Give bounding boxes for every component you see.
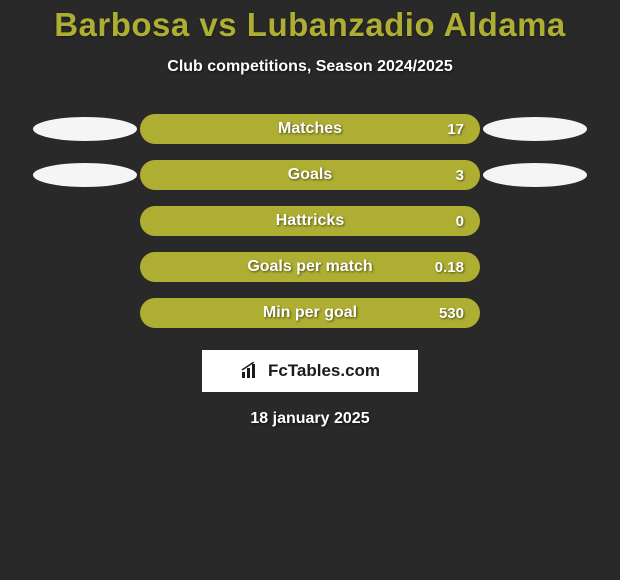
stat-row: Goals 3 <box>0 160 620 190</box>
right-pill <box>483 163 587 187</box>
left-pill <box>33 117 137 141</box>
right-pill-slot <box>480 117 590 141</box>
stat-bar: Hattricks 0 <box>140 206 480 236</box>
stat-row: Hattricks 0 <box>0 206 620 236</box>
infographic-canvas: Barbosa vs Lubanzadio Aldama Club compet… <box>0 0 620 580</box>
stat-value: 0 <box>456 213 464 230</box>
stat-row: Min per goal 530 <box>0 298 620 328</box>
brand-box: FcTables.com <box>202 350 418 392</box>
stat-bar: Goals per match 0.18 <box>140 252 480 282</box>
stat-label: Goals per match <box>247 258 372 276</box>
stat-value: 0.18 <box>435 259 464 276</box>
left-pill-slot <box>30 117 140 141</box>
right-pill-slot <box>480 163 590 187</box>
barchart-icon <box>240 362 262 380</box>
stat-label: Min per goal <box>263 304 357 322</box>
stat-bar: Min per goal 530 <box>140 298 480 328</box>
page-title: Barbosa vs Lubanzadio Aldama <box>0 0 620 44</box>
stats-container: Matches 17 Goals 3 Hattricks 0 Goals per match… <box>0 114 620 328</box>
stat-value: 3 <box>456 167 464 184</box>
stat-label: Matches <box>278 120 342 138</box>
right-pill <box>483 117 587 141</box>
left-pill-slot <box>30 163 140 187</box>
left-pill <box>33 163 137 187</box>
stat-value: 530 <box>439 305 464 322</box>
stat-bar: Matches 17 <box>140 114 480 144</box>
stat-row: Goals per match 0.18 <box>0 252 620 282</box>
stat-label: Hattricks <box>276 212 344 230</box>
stat-row: Matches 17 <box>0 114 620 144</box>
stat-value: 17 <box>447 121 464 138</box>
brand-text: FcTables.com <box>268 361 380 381</box>
stat-label: Goals <box>288 166 332 184</box>
stat-bar: Goals 3 <box>140 160 480 190</box>
date-text: 18 january 2025 <box>0 410 620 428</box>
subtitle: Club competitions, Season 2024/2025 <box>0 58 620 76</box>
